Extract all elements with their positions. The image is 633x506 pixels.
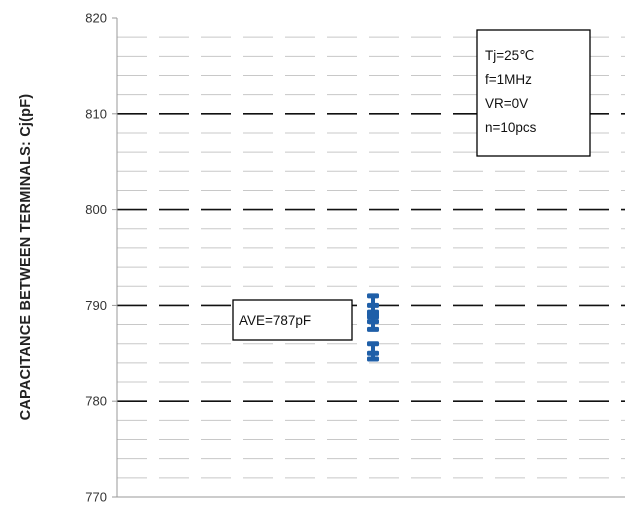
y-tick-label: 820: [85, 11, 107, 26]
average-annotation-box: [232, 299, 353, 341]
y-tick-label: 810: [85, 106, 107, 121]
point-stack: [371, 341, 375, 362]
conditions-annotation: Tj=25℃ f=1MHz VR=0V n=10pcs: [476, 29, 591, 157]
axis-layer: [116, 18, 625, 498]
grid-layer: [117, 36, 625, 479]
points-layer: [367, 293, 379, 362]
condition-frequency: f=1MHz: [485, 72, 532, 87]
y-axis-label: CAPACITANCE BETWEEN TERMINALS: Cj(pF): [18, 94, 34, 421]
y-tick-label: 790: [85, 298, 107, 313]
y-tick-label: 800: [85, 202, 107, 217]
point-stack: [371, 293, 375, 332]
condition-tj: Tj=25℃: [485, 48, 534, 63]
average-annotation-text: AVE=787pF: [239, 313, 311, 328]
y-tick-label: 780: [85, 394, 107, 409]
y-tick-label: 770: [85, 490, 107, 505]
condition-vr: VR=0V: [485, 96, 528, 111]
condition-sample-count: n=10pcs: [485, 120, 537, 135]
average-annotation: AVE=787pF: [232, 299, 353, 341]
conditions-box: [476, 29, 591, 157]
tick-layer: 770 780 790 800 810 820: [85, 11, 117, 505]
